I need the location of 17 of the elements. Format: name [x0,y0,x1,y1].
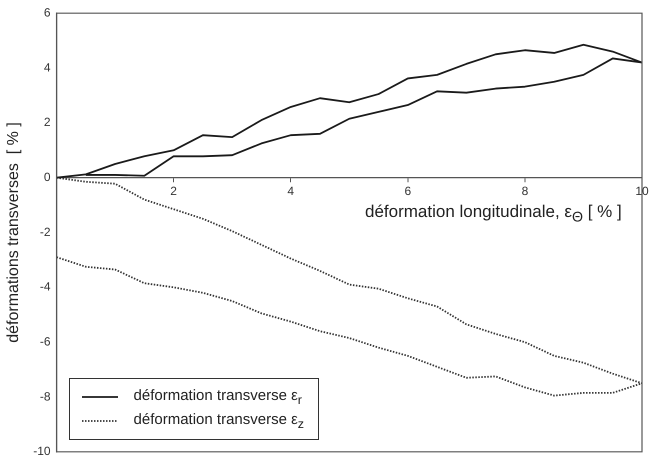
y-tick-label: -10 [33,444,51,458]
y-tick-label: -8 [40,389,51,404]
x-tick-label: 8 [522,184,529,198]
legend-label: déformation transverse ε$_{r}$ [134,386,302,407]
y-tick-label: 6 [44,6,51,20]
y-tick-label: 0 [44,170,51,184]
y-tick-label: 2 [44,115,51,130]
x-axis-title: déformation longitudinale, ε$_{Θ}$ [ % ] [365,202,622,226]
x-tick-label: 2 [170,184,178,198]
x-tick-label: 4 [287,184,294,198]
y-axis-title: déformations transverses [ % ] [5,122,22,343]
y-tick-label: 4 [44,60,51,74]
y-tick-label: -2 [40,224,51,239]
x-tick-label: 6 [404,184,412,198]
y-tick-label: -4 [40,280,51,294]
legend-label: déformation transverse ε$_{z}$ [134,410,304,431]
y-tick-label: -6 [40,334,51,348]
